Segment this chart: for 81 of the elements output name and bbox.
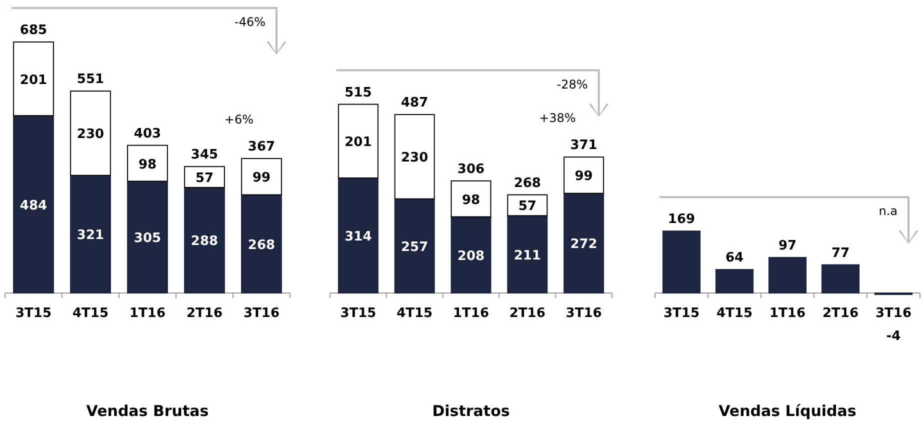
x-tick-label: 4T15 <box>716 306 753 321</box>
data-label: 57 <box>195 171 214 186</box>
bar <box>564 192 604 294</box>
bar <box>70 174 111 294</box>
x-tick-label: 4T15 <box>72 306 109 321</box>
total-label: 403 <box>134 126 162 142</box>
bar <box>184 186 225 294</box>
data-label: -4 <box>886 329 901 344</box>
data-label: 257 <box>401 240 428 255</box>
total-label: 685 <box>20 23 48 38</box>
bar <box>13 115 54 294</box>
text: Vendas Brutas <box>86 402 209 420</box>
annotation: +6% <box>224 112 254 127</box>
x-tick-label: 1T16 <box>769 306 806 321</box>
bar <box>338 104 378 178</box>
data-label: 230 <box>401 150 428 166</box>
data-label: 97 <box>778 238 797 254</box>
total-label: 487 <box>401 96 428 111</box>
bar <box>241 158 282 196</box>
x-tick-label: 2T16 <box>509 306 546 321</box>
x-tick-label: 2T16 <box>186 306 223 321</box>
bar <box>564 156 604 194</box>
data-label: 305 <box>134 231 162 246</box>
data-label: 201 <box>344 135 372 150</box>
data-label: 484 <box>20 198 48 214</box>
x-tick-label: 1T16 <box>129 306 166 321</box>
bar <box>821 264 860 294</box>
data-label: 98 <box>138 157 157 172</box>
total-label: 367 <box>248 140 276 155</box>
data-label: 169 <box>668 212 696 228</box>
bar <box>70 90 111 176</box>
data-label: 64 <box>725 250 744 266</box>
data-label: 57 <box>518 199 536 214</box>
text: -46% <box>234 15 266 29</box>
data-label: 314 <box>344 229 372 244</box>
bar <box>450 180 492 218</box>
data-label: 77 <box>831 246 850 261</box>
x-tick-label: 3T16 <box>243 306 280 321</box>
text: Distratos <box>432 402 510 420</box>
data-label: 268 <box>248 238 276 253</box>
x-tick-label: 3T15 <box>15 306 52 321</box>
x-tick-label: 3T16 <box>566 306 602 321</box>
bar <box>241 194 282 294</box>
text: -28% <box>556 77 588 92</box>
data-label: 211 <box>514 248 541 264</box>
bar <box>394 114 435 200</box>
total-label: 306 <box>457 162 485 177</box>
text: Vendas Líquidas <box>718 402 856 420</box>
data-label: 99 <box>252 170 271 186</box>
total-label: 268 <box>514 176 541 191</box>
bar <box>394 198 435 294</box>
total-label: 371 <box>570 138 598 154</box>
bar <box>13 42 54 116</box>
bar <box>715 269 754 294</box>
x-tick-label: 1T16 <box>452 306 490 321</box>
x-tick-label: 4T15 <box>396 306 433 321</box>
bar <box>662 230 701 294</box>
total-label: 345 <box>190 148 218 163</box>
text: n.a <box>878 204 898 218</box>
bar <box>450 216 492 294</box>
annotation: +38% <box>539 111 576 126</box>
x-tick-label: 3T15 <box>340 306 376 321</box>
total-label: 515 <box>344 85 372 100</box>
data-label: 201 <box>20 72 48 88</box>
data-label: 98 <box>462 192 480 208</box>
data-label: 288 <box>190 234 218 250</box>
bar <box>184 166 225 188</box>
bar <box>338 177 378 294</box>
bar <box>768 256 807 294</box>
total-label: 551 <box>76 72 104 88</box>
data-label: 99 <box>574 169 593 184</box>
x-tick-label: 3T16 <box>875 306 912 321</box>
x-tick-label: 2T16 <box>822 306 859 321</box>
data-label: 321 <box>76 228 104 244</box>
bar <box>127 180 168 294</box>
x-tick-label: 3T15 <box>663 306 700 321</box>
bar <box>507 215 548 294</box>
data-label: 208 <box>457 248 485 264</box>
data-label: 230 <box>76 127 104 142</box>
bar <box>127 144 168 182</box>
data-label: 272 <box>570 237 598 252</box>
